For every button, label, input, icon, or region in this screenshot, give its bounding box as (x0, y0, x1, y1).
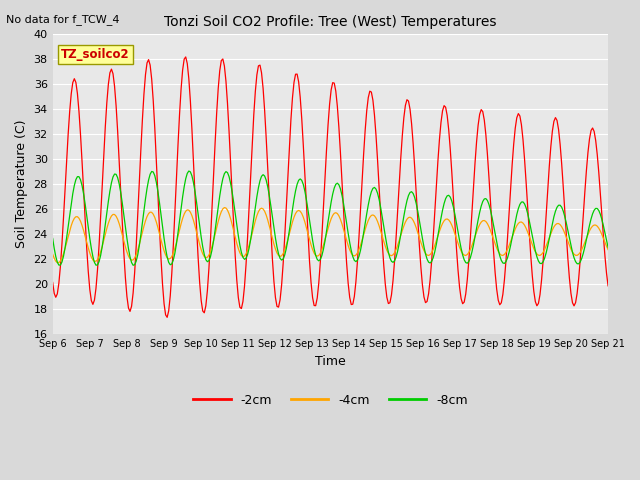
-2cm (49, 279, 56, 285)
-4cm (49, 251, 56, 257)
-8cm (604, 244, 612, 250)
-8cm (295, 178, 303, 183)
-2cm (236, 304, 244, 310)
-4cm (54, 260, 61, 265)
-4cm (245, 242, 253, 248)
Text: TZ_soilco2: TZ_soilco2 (61, 48, 130, 61)
-8cm (185, 168, 193, 174)
-4cm (577, 250, 584, 255)
-8cm (218, 183, 225, 189)
X-axis label: Time: Time (315, 355, 346, 368)
-2cm (163, 314, 171, 320)
-2cm (295, 79, 303, 85)
-2cm (182, 54, 189, 60)
-8cm (117, 190, 125, 195)
-2cm (245, 204, 253, 209)
-8cm (577, 259, 584, 265)
-2cm (117, 189, 125, 195)
Y-axis label: Soil Temperature (C): Soil Temperature (C) (15, 120, 28, 249)
-8cm (236, 242, 244, 248)
Title: Tonzi Soil CO2 Profile: Tree (West) Temperatures: Tonzi Soil CO2 Profile: Tree (West) Temp… (164, 15, 497, 29)
-2cm (577, 257, 584, 263)
Line: -4cm: -4cm (52, 207, 608, 263)
Text: No data for f_TCW_4: No data for f_TCW_4 (6, 14, 120, 25)
-8cm (129, 263, 137, 268)
Line: -8cm: -8cm (52, 171, 608, 265)
-4cm (604, 247, 612, 252)
-4cm (118, 232, 126, 238)
-4cm (236, 250, 244, 256)
-2cm (604, 283, 612, 288)
Line: -2cm: -2cm (52, 57, 608, 317)
-4cm (295, 207, 303, 213)
Legend: -2cm, -4cm, -8cm: -2cm, -4cm, -8cm (188, 389, 473, 412)
-2cm (218, 58, 225, 63)
-8cm (49, 236, 56, 241)
-8cm (245, 245, 253, 251)
-4cm (216, 213, 223, 219)
-4cm (221, 204, 228, 210)
